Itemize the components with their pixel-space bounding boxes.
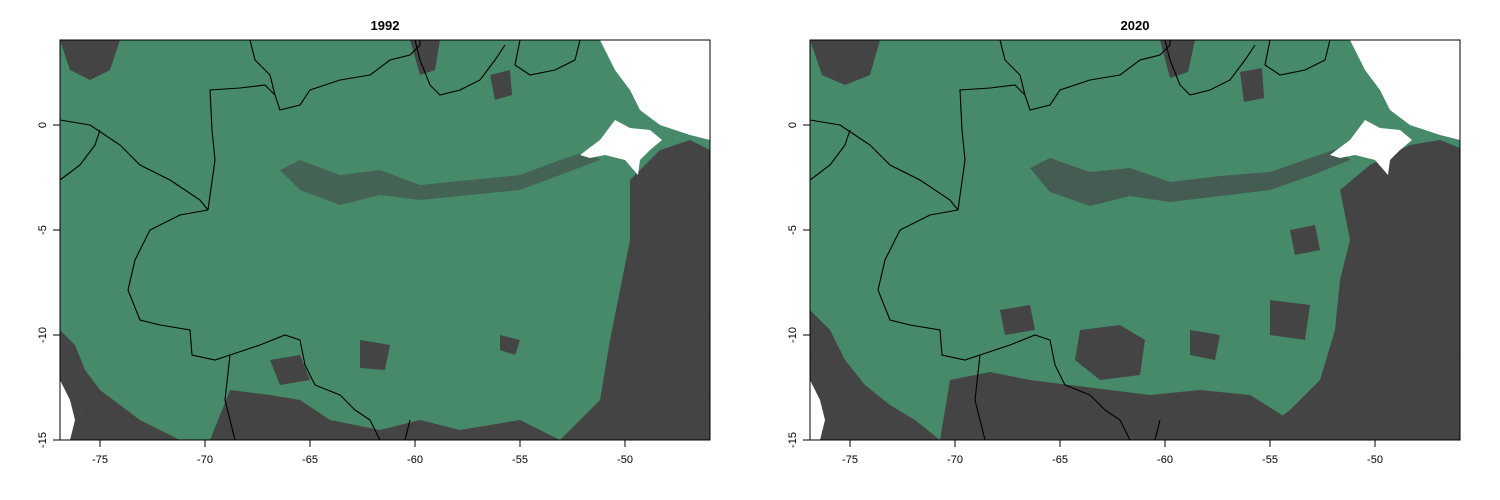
map-2020: 2020 — [787, 18, 1461, 466]
map-title: 2020 — [1121, 18, 1150, 33]
x-tick-label: -50 — [1367, 454, 1383, 466]
y-tick-label: -5 — [787, 225, 799, 235]
x-tick-label: -60 — [1157, 454, 1173, 466]
map-frame — [809, 39, 1461, 441]
y-axis — [803, 124, 810, 441]
x-tick-label: -75 — [842, 454, 858, 466]
map-title: 1992 — [371, 18, 400, 33]
y-tick-label: -5 — [37, 225, 49, 235]
x-tick-label: -65 — [302, 454, 318, 466]
country-borders — [59, 39, 581, 441]
x-tick-label: -55 — [1262, 454, 1278, 466]
map-panel-2020: 2020 — [750, 0, 1500, 500]
map-frame — [59, 39, 711, 441]
x-axis — [99, 440, 626, 447]
y-tick-label: 0 — [787, 122, 799, 128]
x-tick-label: -70 — [947, 454, 963, 466]
texture-overlay — [60, 40, 710, 440]
map-1992: 1992 — [37, 18, 711, 466]
y-axis — [53, 124, 60, 441]
water-areas — [810, 40, 1460, 440]
x-tick-label: -65 — [1052, 454, 1068, 466]
x-tick-label: -55 — [512, 454, 528, 466]
y-tick-label: -10 — [37, 327, 49, 343]
y-tick-label: -15 — [787, 432, 799, 448]
country-borders — [809, 39, 1331, 441]
y-tick-label: -15 — [37, 432, 49, 448]
y-tick-label: -10 — [787, 327, 799, 343]
x-tick-label: -50 — [617, 454, 633, 466]
water-areas — [60, 40, 710, 440]
x-tick-label: -75 — [92, 454, 108, 466]
x-axis — [849, 440, 1376, 447]
map-panel-1992: 1992 — [37, 18, 711, 466]
y-tick-label: 0 — [37, 122, 49, 128]
x-tick-label: -70 — [197, 454, 213, 466]
x-tick-label: -60 — [407, 454, 423, 466]
texture-overlay — [810, 40, 1460, 440]
